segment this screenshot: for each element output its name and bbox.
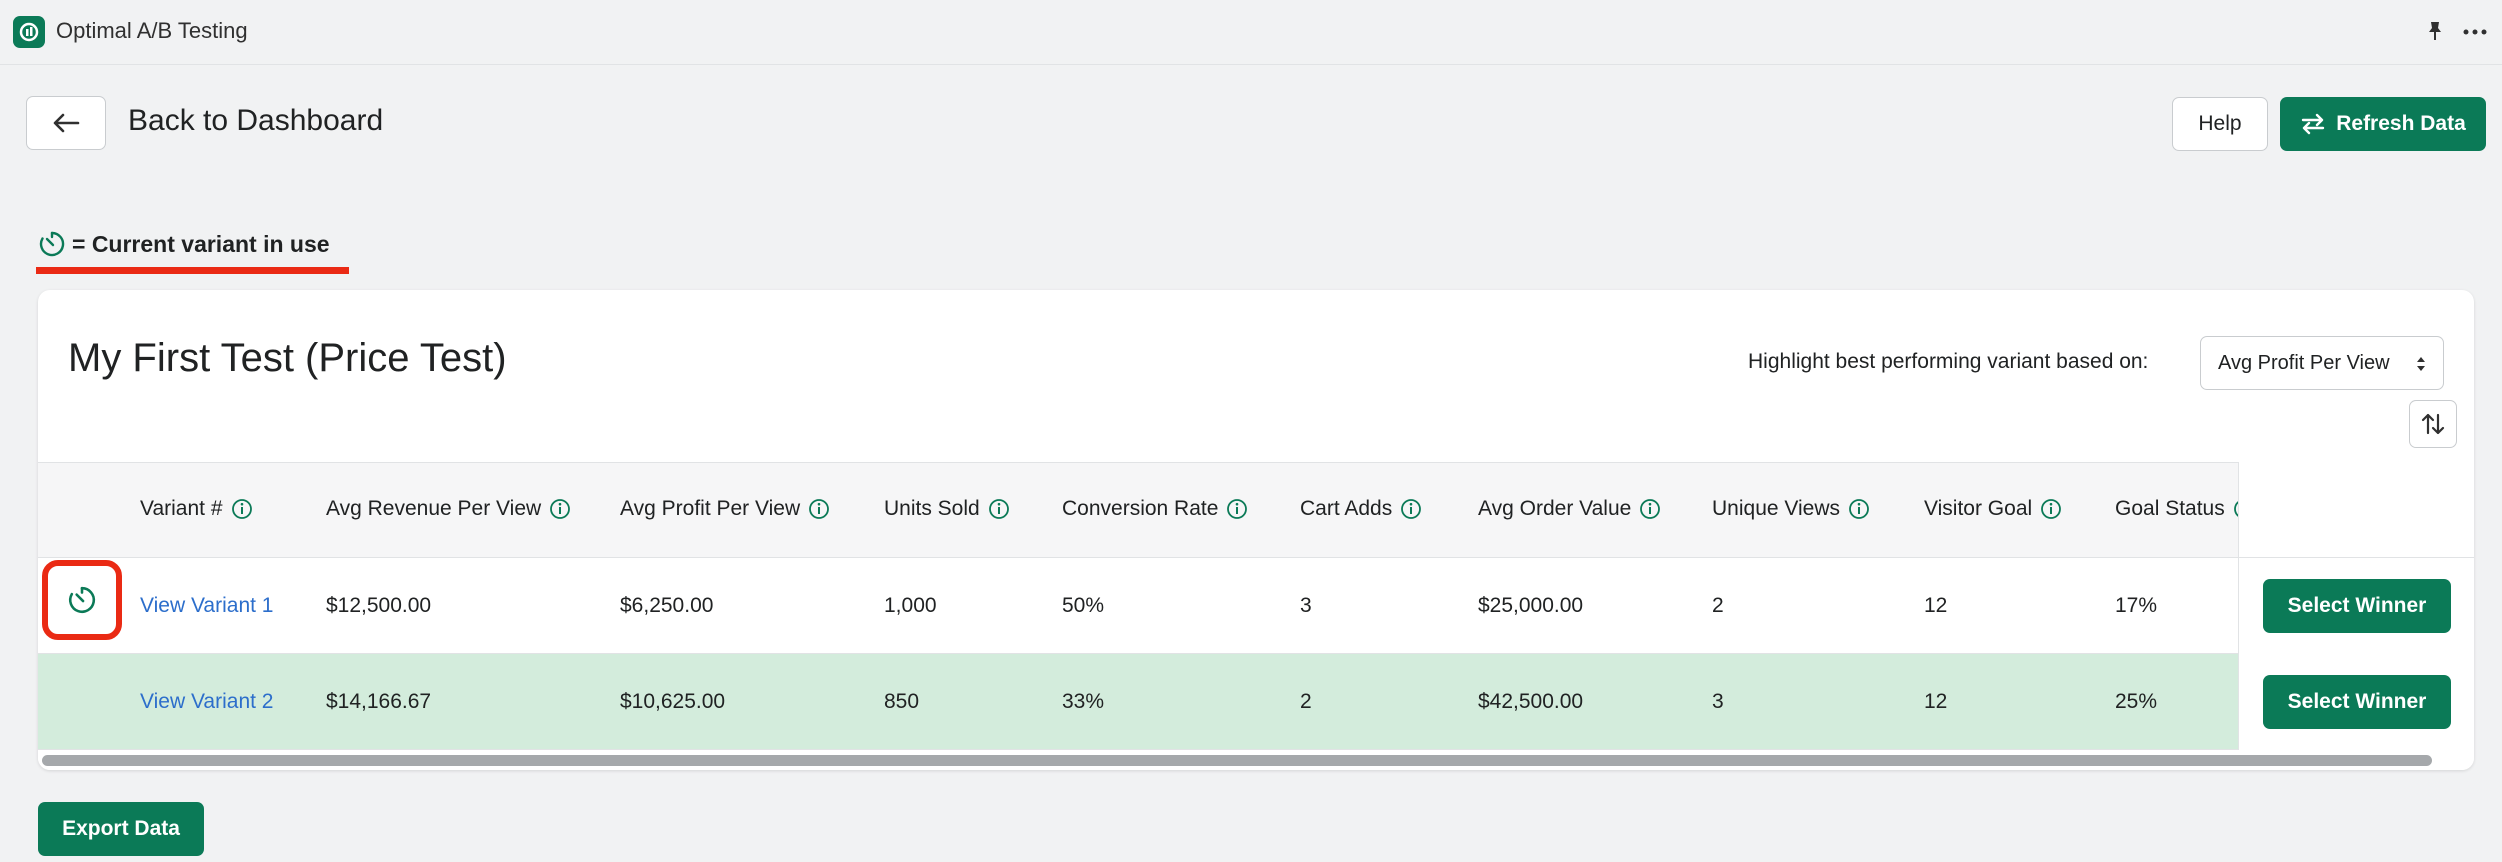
cell-goal-status: 25% bbox=[2115, 690, 2158, 713]
cell-units-sold: 1,000 bbox=[884, 594, 937, 617]
column-label: Goal Status bbox=[2115, 497, 2225, 520]
cell-units-sold: 850 bbox=[884, 690, 920, 713]
pin-icon[interactable] bbox=[2424, 20, 2446, 47]
selected-metric: Avg Profit Per View bbox=[2218, 351, 2390, 374]
column-label: Avg Profit Per View bbox=[620, 497, 801, 520]
current-variant-icon bbox=[39, 231, 65, 257]
cell-cart-adds: 2 bbox=[1300, 690, 1312, 713]
current-variant-legend: = Current variant in use bbox=[38, 230, 330, 258]
export-data-button[interactable]: Export Data bbox=[38, 802, 204, 856]
column-label: Visitor Goal bbox=[1924, 497, 2033, 520]
refresh-icon bbox=[2302, 113, 2325, 135]
cell-avg-profit: $6,250.00 bbox=[620, 594, 714, 617]
column-label: Unique Views bbox=[1712, 497, 1841, 520]
column-header-visitor-goal: Visitor Goal bbox=[1924, 497, 2062, 521]
page-title: Back to Dashboard bbox=[128, 104, 384, 137]
table-header: Variant # Avg Revenue Per View Avg Profi… bbox=[38, 462, 2474, 558]
info-icon[interactable] bbox=[2040, 498, 2062, 520]
cell-conversion-rate: 33% bbox=[1062, 690, 1105, 713]
cell-visitor-goal: 12 bbox=[1924, 594, 1948, 617]
test-results-card: My First Test (Price Test) Highlight bes… bbox=[38, 290, 2474, 770]
column-label: Avg Order Value bbox=[1478, 497, 1632, 520]
column-label: Cart Adds bbox=[1300, 497, 1393, 520]
column-header-unique-views: Unique Views bbox=[1712, 497, 1870, 521]
action-column: Select Winner Select Winner bbox=[2238, 462, 2474, 750]
info-icon[interactable] bbox=[231, 498, 253, 520]
refresh-data-label: Refresh Data bbox=[2336, 112, 2466, 135]
horizontal-scrollbar[interactable] bbox=[38, 752, 2474, 770]
help-button[interactable]: Help bbox=[2172, 97, 2268, 151]
table-row: View Variant 1 $12,500.00 $6,250.00 1,00… bbox=[38, 558, 2474, 654]
column-header-goal-status: Goal Status bbox=[2115, 497, 2255, 521]
info-icon[interactable] bbox=[988, 498, 1010, 520]
test-title: My First Test (Price Test) bbox=[68, 336, 507, 380]
column-label: Units Sold bbox=[884, 497, 980, 520]
view-variant-link[interactable]: View Variant 2 bbox=[140, 690, 274, 713]
select-caret-icon bbox=[2417, 357, 2425, 371]
current-variant-icon bbox=[68, 586, 96, 614]
view-variant-link[interactable]: View Variant 1 bbox=[140, 594, 274, 617]
highlight-metric-select[interactable]: Avg Profit Per View bbox=[2200, 336, 2444, 390]
info-icon[interactable] bbox=[808, 498, 830, 520]
column-label: Avg Revenue Per View bbox=[326, 497, 542, 520]
cell-conversion-rate: 50% bbox=[1062, 594, 1105, 617]
sort-button[interactable] bbox=[2409, 400, 2457, 448]
highlight-label: Highlight best performing variant based … bbox=[1748, 350, 2149, 373]
table-row: View Variant 2 $14,166.67 $10,625.00 850… bbox=[38, 654, 2474, 750]
app-bar: Optimal A/B Testing bbox=[0, 0, 2502, 65]
arrow-left-icon bbox=[53, 113, 80, 133]
refresh-data-button[interactable]: Refresh Data bbox=[2280, 97, 2486, 151]
select-winner-button[interactable]: Select Winner bbox=[2263, 675, 2451, 729]
column-label: Variant # bbox=[140, 497, 223, 520]
legend-text: = Current variant in use bbox=[72, 230, 330, 257]
column-label: Conversion Rate bbox=[1062, 497, 1219, 520]
cell-unique-views: 3 bbox=[1712, 690, 1724, 713]
cell-avg-revenue: $12,500.00 bbox=[326, 594, 432, 617]
cell-avg-revenue: $14,166.67 bbox=[326, 690, 432, 713]
cell-cart-adds: 3 bbox=[1300, 594, 1312, 617]
select-winner-button[interactable]: Select Winner bbox=[2263, 579, 2451, 633]
scrollbar-thumb[interactable] bbox=[42, 755, 2432, 766]
column-header-avg-revenue: Avg Revenue Per View bbox=[326, 497, 571, 521]
info-icon[interactable] bbox=[1639, 498, 1661, 520]
cell-visitor-goal: 12 bbox=[1924, 690, 1948, 713]
cell-avg-order-value: $25,000.00 bbox=[1478, 594, 1584, 617]
column-header-variant: Variant # bbox=[140, 497, 253, 521]
info-icon[interactable] bbox=[1400, 498, 1422, 520]
back-button[interactable] bbox=[26, 96, 106, 150]
cell-goal-status: 17% bbox=[2115, 594, 2158, 617]
annotation-underline bbox=[36, 267, 349, 274]
column-header-avg-order-value: Avg Order Value bbox=[1478, 497, 1661, 521]
action-column-header bbox=[2239, 462, 2474, 558]
more-options-icon[interactable] bbox=[2462, 20, 2488, 47]
cell-avg-profit: $10,625.00 bbox=[620, 690, 726, 713]
cell-avg-order-value: $42,500.00 bbox=[1478, 690, 1584, 713]
info-icon[interactable] bbox=[1848, 498, 1870, 520]
column-header-conversion-rate: Conversion Rate bbox=[1062, 497, 1248, 521]
column-header-units-sold: Units Sold bbox=[884, 497, 1010, 521]
app-logo-icon bbox=[13, 16, 45, 48]
sort-arrows-icon bbox=[2421, 413, 2445, 435]
column-header-avg-profit: Avg Profit Per View bbox=[620, 497, 830, 521]
info-icon[interactable] bbox=[549, 498, 571, 520]
column-header-cart-adds: Cart Adds bbox=[1300, 497, 1422, 521]
info-icon[interactable] bbox=[1226, 498, 1248, 520]
cell-unique-views: 2 bbox=[1712, 594, 1724, 617]
current-variant-annotation bbox=[42, 560, 122, 640]
app-title: Optimal A/B Testing bbox=[56, 18, 248, 43]
